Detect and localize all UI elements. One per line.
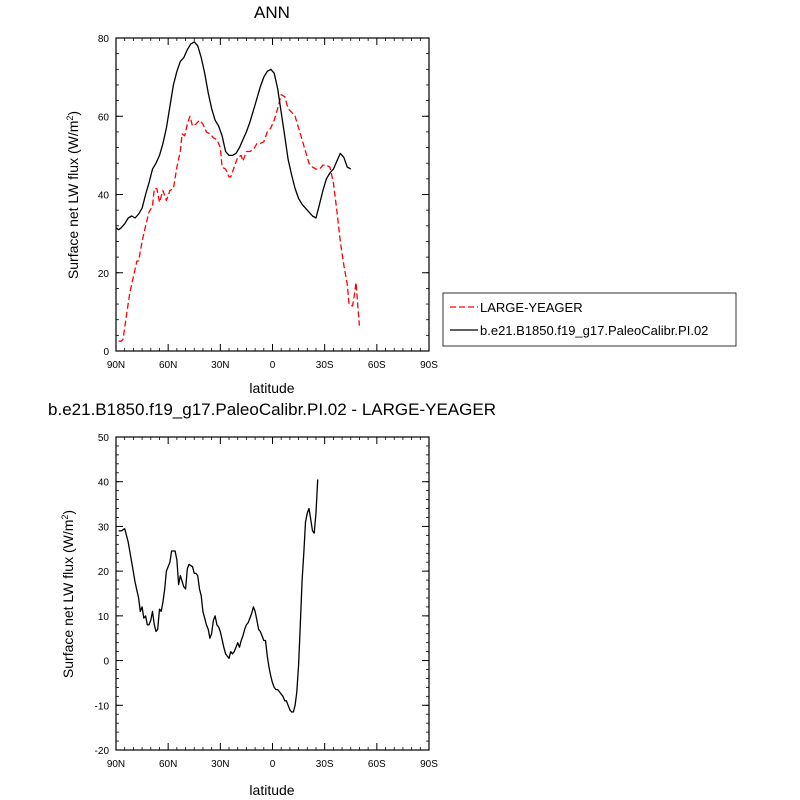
- legend-box: [442, 292, 737, 347]
- x-tick-label: 90S: [420, 759, 438, 770]
- y-tick-label: -10: [95, 701, 110, 712]
- x-tick-label: 0: [270, 759, 276, 770]
- x-tick-label: 60S: [368, 759, 386, 770]
- y-tick-label: 0: [103, 657, 109, 668]
- y-tick-label: 40: [98, 478, 110, 489]
- bottom-series-line-0: [118, 479, 319, 713]
- x-tick-label: 30N: [211, 759, 229, 770]
- y-tick-label: 40: [98, 191, 110, 202]
- y-tick-label: 20: [98, 269, 110, 280]
- bottom-x-axis-label: latitude: [249, 782, 294, 798]
- y-tick-label: 60: [98, 112, 110, 123]
- y-tick-label: 0: [103, 347, 109, 358]
- x-tick-label: 30S: [316, 759, 334, 770]
- legend-label-paleocalibr: b.e21.B1850.f19_g17.PaleoCalibr.PI.02: [480, 323, 708, 338]
- x-tick-label: 30S: [316, 360, 334, 371]
- top-panel: ANN 90N 60N 30N 0 30S 60S 90S 0 20 40 60 80 latitud…: [65, 3, 737, 396]
- y-tick-label: 80: [98, 34, 110, 45]
- top-chart-title: ANN: [254, 3, 290, 22]
- y-tick-label: 50: [98, 433, 110, 444]
- bottom-chart-title: b.e21.B1850.f19_g17.PaleoCalibr.PI.02 - …: [48, 400, 496, 419]
- top-series-line-0: [118, 94, 361, 342]
- bottom-plot-frame: [115, 436, 430, 751]
- top-x-axis-label: latitude: [249, 380, 294, 396]
- legend-label-large-yeager: LARGE-YEAGER: [480, 300, 583, 315]
- y-tick-label: -20: [95, 746, 110, 757]
- x-tick-label: 60N: [159, 360, 177, 371]
- bottom-panel: b.e21.B1850.f19_g17.PaleoCalibr.PI.02 - …: [48, 400, 496, 798]
- bottom-y-axis-label: Surface net LW flux (W/m2): [60, 510, 76, 678]
- x-tick-label: 60S: [368, 360, 386, 371]
- x-tick-label: 60N: [159, 759, 177, 770]
- bottom-ticks: 90N 60N 30N 0 30S 60S 90S -20 -10 0 10 20 30 40 50: [95, 433, 439, 770]
- top-series: [115, 41, 361, 342]
- top-ticks: 90N 60N 30N 0 30S 60S 90S 0 20 40 60 80: [98, 34, 438, 371]
- y-tick-label: 30: [98, 522, 110, 533]
- legend: LARGE-YEAGER b.e21.B1850.f19_g17.PaleoCa…: [442, 292, 737, 347]
- x-tick-label: 0: [270, 360, 276, 371]
- x-tick-label: 90N: [107, 360, 125, 371]
- x-tick-label: 90N: [107, 759, 125, 770]
- x-tick-label: 30N: [211, 360, 229, 371]
- x-tick-label: 90S: [420, 360, 438, 371]
- top-plot-frame: [115, 37, 430, 352]
- y-tick-label: 20: [98, 567, 110, 578]
- y-tick-label: 10: [98, 612, 110, 623]
- top-y-axis-label: Surface net LW flux (W/m2): [65, 111, 81, 279]
- bottom-series: [118, 479, 319, 713]
- top-series-line-1: [115, 41, 352, 231]
